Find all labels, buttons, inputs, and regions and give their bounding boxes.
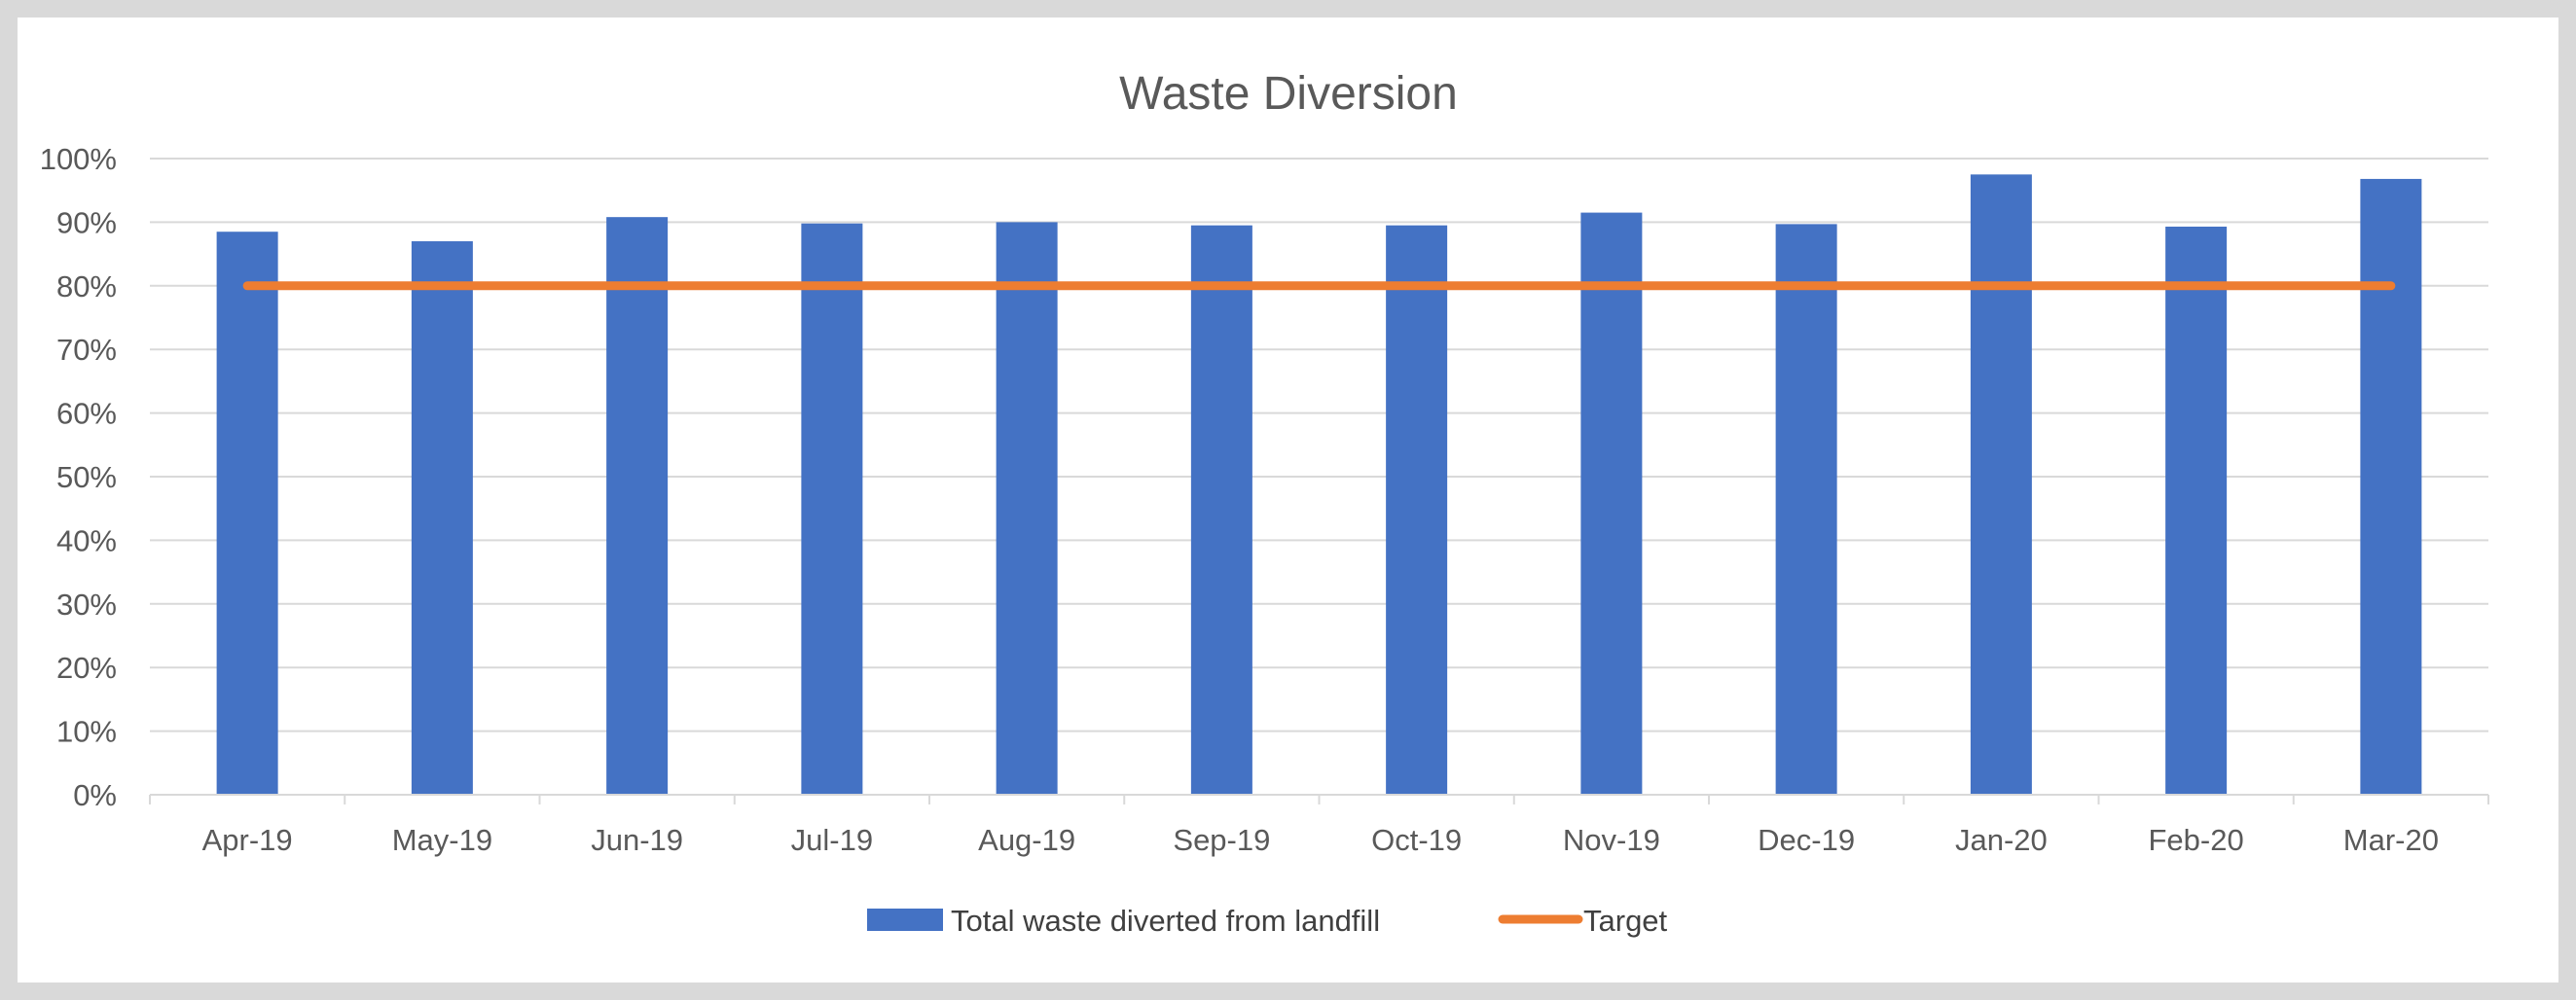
bar [1775, 224, 1837, 795]
bar [216, 232, 278, 795]
bar [801, 223, 863, 795]
waste-diversion-chart: Waste Diversion 0% 10% 20% 30% 40% 50% 60% 70% 8… [40, 68, 2489, 938]
x-tick-label: Apr-19 [202, 823, 293, 857]
y-tick-label: 60% [56, 397, 117, 431]
x-tick-label: Jun-19 [591, 823, 683, 857]
y-tick-label: 50% [56, 460, 117, 494]
x-tick-label: Aug-19 [978, 823, 1075, 857]
y-axis-ticks: 0% 10% 20% 30% 40% 50% 60% 70% 80% 90% 100% [40, 142, 117, 812]
bars [216, 174, 2422, 796]
bar [996, 222, 1058, 795]
y-tick-label: 40% [56, 523, 117, 557]
y-tick-label: 10% [56, 715, 117, 749]
chart-title: Waste Diversion [1119, 68, 1458, 120]
x-tick-label: Nov-19 [1563, 823, 1660, 857]
y-tick-label: 90% [56, 205, 117, 239]
x-axis: Apr-19 May-19 Jun-19 Jul-19 Aug-19 Sep-19 Oct-… [149, 794, 2489, 857]
bar [1580, 212, 1643, 796]
bar [2165, 226, 2228, 795]
x-tick-label: Sep-19 [1173, 823, 1270, 857]
bar [606, 217, 669, 796]
x-tick-label: Dec-19 [1758, 823, 1855, 857]
x-tick-label: Oct-19 [1371, 823, 1462, 857]
y-tick-label: 20% [56, 651, 117, 685]
legend-label-total-waste: Total waste diverted from landfill [951, 904, 1380, 938]
legend-label-target: Target [1583, 904, 1668, 938]
chart-frame: Waste Diversion 0% 10% 20% 30% 40% 50% 60% 70% 8… [18, 18, 2558, 982]
bar [411, 241, 473, 795]
x-tick-label: May-19 [392, 823, 492, 857]
y-tick-label: 100% [40, 142, 117, 176]
bar [1970, 174, 2032, 796]
x-tick-label: Mar-20 [2343, 823, 2439, 857]
bar [1190, 225, 1252, 796]
x-tick-label: Feb-20 [2149, 823, 2244, 857]
y-tick-label: 80% [56, 269, 117, 304]
y-tick-label: 0% [73, 778, 117, 812]
y-tick-label: 30% [56, 588, 117, 622]
y-tick-label: 70% [56, 333, 117, 367]
gridlines [150, 158, 2488, 732]
bar [1386, 225, 1448, 796]
x-tick-label: Jan-20 [1955, 823, 2048, 857]
legend: Total waste diverted from landfill Targe… [867, 904, 1668, 938]
bar [2360, 178, 2422, 796]
x-tick-label: Jul-19 [791, 823, 873, 857]
legend-swatch-total-waste [867, 909, 943, 931]
